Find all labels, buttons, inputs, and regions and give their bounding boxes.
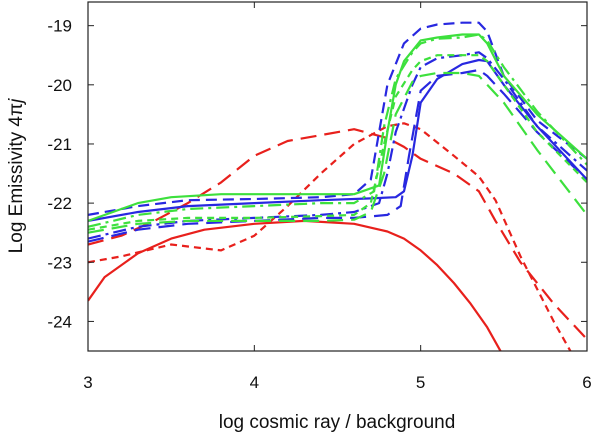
series-line-11 [88,33,587,228]
x-tick-label: 3 [83,373,92,392]
series-line-9 [88,71,587,234]
y-tick-label: -24 [47,312,72,331]
series-line-8 [88,33,587,222]
series-layer [88,21,587,351]
series-line-2 [88,128,587,340]
y-axis-title-pi: π [6,103,27,116]
y-tick-label: -22 [47,194,72,213]
series-line-1 [88,219,502,351]
y-axis-title-main: Log Emissivity 4 [6,116,27,254]
plot-frame [87,1,588,352]
y-tick-label: -23 [47,253,72,272]
series-line-3 [88,122,572,351]
x-tick-label: 4 [250,373,259,392]
tick-layer: 3 4 5 6 -19 -20 -21 -22 -23 -24 [47,2,592,392]
series-line-10 [88,54,587,231]
series-line-7 [88,51,587,240]
y-axis-title-j: j [6,98,27,106]
x-tick-label: 5 [416,373,425,392]
x-tick-label: 6 [582,373,591,392]
y-tick-label: -21 [47,135,72,154]
y-tick-label: -20 [47,76,72,95]
series-line-6 [88,21,587,216]
y-axis-title: Log Emissivity 4πj [6,98,27,253]
y-tick-label: -19 [47,17,72,36]
x-axis-title: log cosmic ray / background [219,412,456,433]
